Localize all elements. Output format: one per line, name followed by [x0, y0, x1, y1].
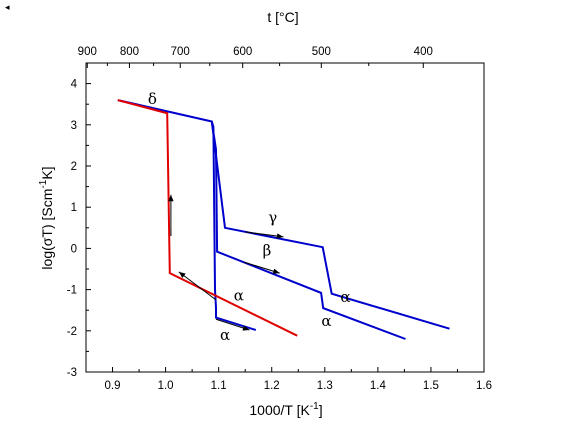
x-tick-label: 1.6	[476, 380, 492, 392]
x-tick-label: 1.2	[264, 380, 280, 392]
top-tick-label: 900	[78, 46, 97, 58]
arrow-head	[276, 233, 284, 239]
phase-label: δ	[148, 90, 157, 108]
arrow-head	[272, 268, 280, 274]
phase-label: α	[234, 286, 244, 304]
phase-label: α	[220, 326, 230, 344]
y-axis-title: log(σT) [Scm-1K]	[38, 166, 55, 269]
direction-arrows	[168, 194, 284, 331]
top-tick-label: 600	[233, 46, 252, 58]
x-tick-label: 1.5	[423, 380, 439, 392]
arrow-head	[168, 194, 174, 202]
y-tick-label: 4	[71, 79, 78, 91]
y-tick-label: -3	[67, 367, 77, 379]
data-series	[117, 99, 450, 340]
arrow-head	[178, 271, 186, 278]
phase-label: α	[321, 312, 331, 330]
y-tick-label: 3	[71, 120, 77, 132]
arrow-shaft	[178, 271, 217, 301]
top-tick-label: 800	[120, 46, 139, 58]
phase-label: α	[340, 288, 350, 306]
x-tick-label: 1.4	[370, 380, 387, 392]
top-tick-label: 400	[414, 46, 433, 58]
arrow-head	[242, 325, 250, 331]
y-tick-label: -1	[67, 285, 77, 297]
top-tick-label: 700	[171, 46, 190, 58]
x-tick-label: 0.9	[105, 380, 121, 392]
x-tick-label: 1.1	[211, 380, 227, 392]
x-tick-label: 1.0	[158, 380, 174, 392]
y-tick-label: 0	[71, 243, 77, 255]
x-tick-label: 1.3	[317, 380, 333, 392]
plot-frame	[85, 62, 485, 373]
y-tick-label: -2	[67, 326, 77, 338]
y-tick-label: 1	[71, 202, 77, 214]
x-axis-title: 1000/T [K-1]	[249, 401, 322, 418]
phase-label: β	[263, 241, 272, 259]
top-tick-label: 500	[312, 46, 331, 58]
top-axis-title: t [°C]	[267, 9, 298, 25]
axis-ticks: 0.9 1.0 1.1 1.2 1.3 1.4 1.5 1.6 -3 -2 -1 0 1 2 3 4 900 80…	[67, 46, 492, 392]
phase-label: γ	[268, 208, 277, 226]
y-tick-label: 2	[71, 161, 77, 173]
corner-mark: ◂	[5, 2, 10, 12]
series-line-4	[117, 99, 298, 337]
series-line-3	[210, 121, 450, 330]
